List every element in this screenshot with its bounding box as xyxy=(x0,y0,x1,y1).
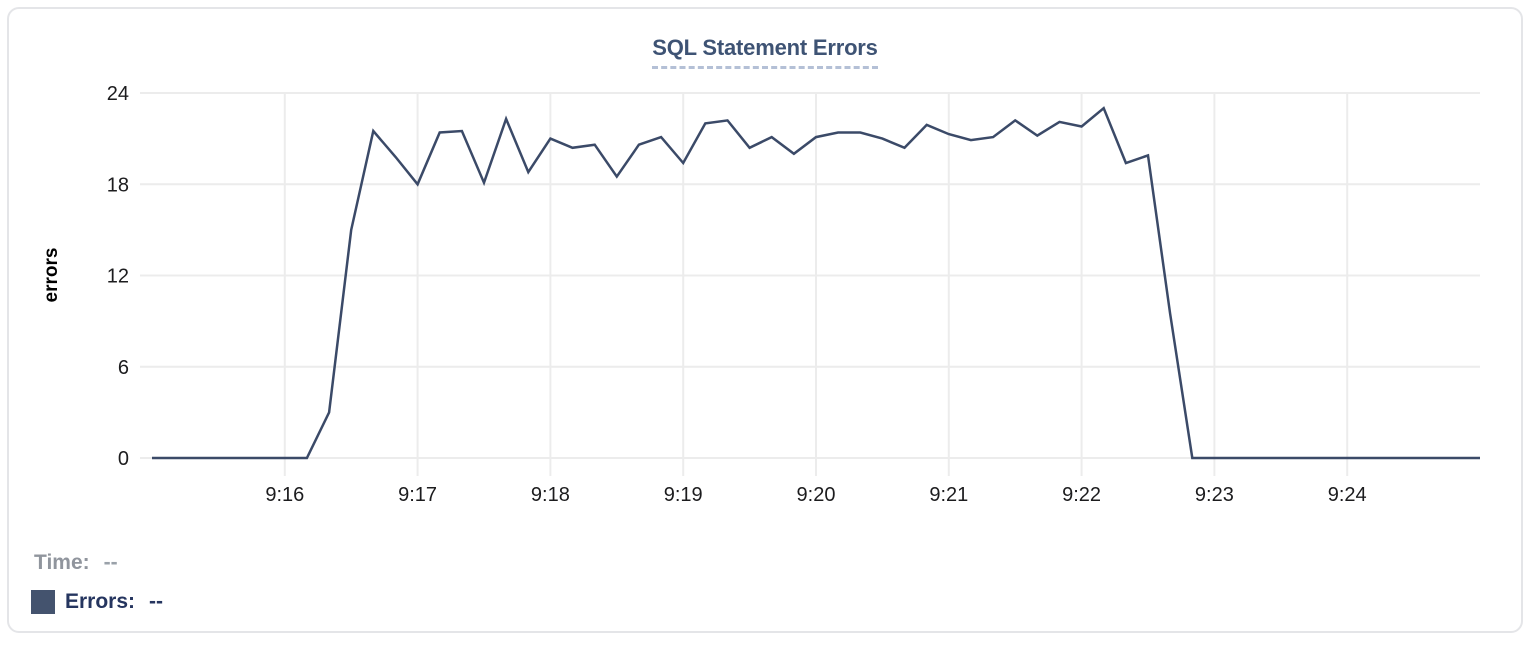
x-tick-label: 9:21 xyxy=(929,484,968,506)
y-tick-label: 18 xyxy=(107,174,129,196)
x-tick-label: 9:24 xyxy=(1328,484,1367,506)
errors-series-line[interactable] xyxy=(152,106,1480,460)
chart-title[interactable]: SQL Statement Errors xyxy=(652,35,878,69)
y-tick-label: 6 xyxy=(118,357,129,379)
line-chart[interactable]: 0 6 12 18 24 9:16 9:17 9:18 9:19 9:20 9:21 9:22 9:23… xyxy=(9,9,1528,652)
y-tick-label: 12 xyxy=(107,266,129,288)
x-tick-label: 9:23 xyxy=(1195,484,1234,506)
y-tick-label: 0 xyxy=(118,448,129,470)
y-axis-title: errors xyxy=(41,248,62,303)
errors-series-swatch-icon xyxy=(31,590,55,614)
x-tick-label: 9:19 xyxy=(664,484,703,506)
x-tick-label: 9:22 xyxy=(1062,484,1101,506)
legend-errors-value: -- xyxy=(149,590,164,613)
legend-errors-label: Errors: xyxy=(65,590,136,613)
y-tick-label: 24 xyxy=(107,83,129,105)
legend-row-time: Time: -- xyxy=(34,551,118,575)
chart-header: SQL Statement Errors xyxy=(9,35,1521,69)
x-tick-label: 9:16 xyxy=(265,484,304,506)
legend-row-errors: Errors: -- xyxy=(31,590,163,614)
legend-time-value: -- xyxy=(103,551,118,574)
chart-card: SQL Statement Errors 0 6 12 18 24 9:16 9:17 9:1… xyxy=(7,7,1523,633)
x-tick-label: 9:17 xyxy=(398,484,437,506)
x-tick-label: 9:18 xyxy=(531,484,570,506)
legend-time-label: Time: xyxy=(34,551,90,574)
x-tick-label: 9:20 xyxy=(797,484,836,506)
